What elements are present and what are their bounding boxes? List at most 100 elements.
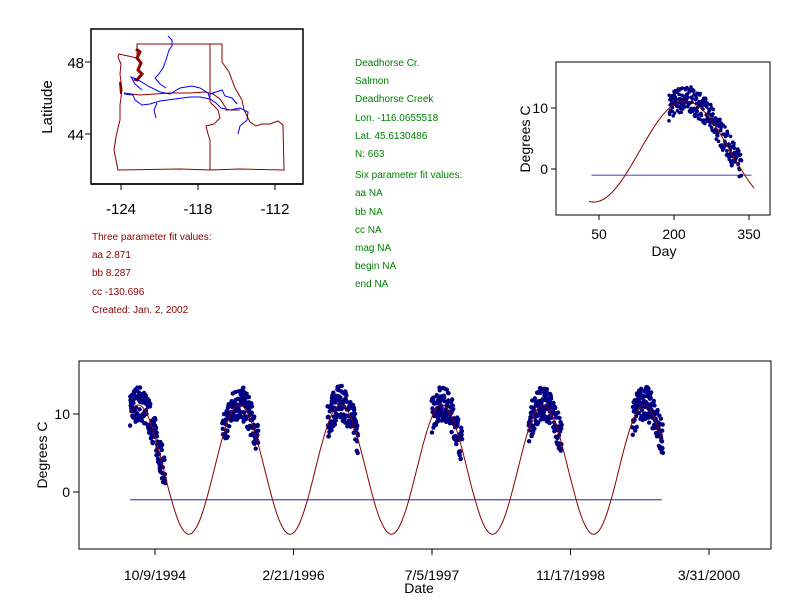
- timeseries-data-point: [531, 407, 536, 412]
- timeseries-data-point: [548, 396, 554, 401]
- annual-data-point: [738, 152, 743, 157]
- annual-data-point: [730, 162, 735, 167]
- timeseries-data-point: [137, 385, 143, 390]
- timeseries-data-point: [660, 428, 665, 433]
- annual-data-point: [699, 113, 704, 118]
- timeseries-x-tick-label: 3/31/2000: [678, 567, 740, 583]
- timeseries-data-point: [557, 415, 562, 421]
- annual-data-point: [690, 96, 695, 101]
- six-param-title: Six parameter fit values:: [355, 170, 463, 182]
- timeseries-data-point: [344, 393, 349, 398]
- timeseries-data-point: [652, 403, 657, 408]
- annual-data-point: [682, 102, 686, 106]
- timeseries-data-point: [648, 395, 653, 401]
- timeseries-y-tick-label: 0: [62, 484, 70, 500]
- annual-data-point: [680, 86, 685, 90]
- oregon-idaho-border: [205, 101, 221, 170]
- timeseries-data-point: [143, 393, 149, 398]
- timeseries-data-point: [252, 441, 257, 446]
- basin-name: Salmon: [355, 76, 389, 88]
- timeseries-data-point: [646, 386, 651, 392]
- annual-data-point: [685, 85, 689, 90]
- timeseries-y-label: Degrees C: [34, 422, 50, 489]
- timeseries-data-point: [555, 410, 561, 415]
- timeseries-data-point: [220, 426, 225, 432]
- annual-x-tick-label: 350: [737, 226, 761, 242]
- timeseries-data-point: [660, 450, 666, 455]
- timeseries-data-point: [449, 429, 454, 435]
- timeseries-data-point: [436, 418, 441, 423]
- annual-data-point: [739, 158, 744, 163]
- three-param-cc: cc -130.696: [92, 286, 145, 298]
- annual-data-point: [667, 118, 671, 123]
- timeseries-panel: 10/9/1994 2/21/1996 7/5/1997 11/17/1998 3/31…: [34, 360, 772, 596]
- annual-data-point: [702, 121, 707, 126]
- annual-data-point: [714, 117, 718, 121]
- timeseries-data-point: [225, 429, 230, 434]
- timeseries-data-point: [331, 414, 336, 419]
- timeseries-data-point: [148, 401, 153, 407]
- map-x-tick-label: -112: [261, 201, 290, 218]
- annual-data-point: [704, 105, 709, 109]
- three-param-title: Three parameter fit values:: [92, 232, 212, 243]
- timeseries-data-point: [547, 420, 552, 426]
- timeseries-data-point: [348, 399, 353, 405]
- timeseries-data-point: [332, 422, 338, 427]
- timeseries-data-point: [127, 423, 133, 428]
- timeseries-data-point: [131, 400, 136, 406]
- annual-data-point: [724, 149, 729, 153]
- annual-panel: 50 200 350 10 0 Day Degrees C: [517, 61, 771, 259]
- timeseries-data-point: [225, 434, 230, 439]
- coast-detail: [119, 81, 122, 95]
- timeseries-data-point: [544, 386, 550, 392]
- timeseries-data-point: [458, 456, 463, 461]
- annual-data-point: [689, 85, 693, 89]
- annual-data-point: [667, 93, 672, 98]
- six-param-mag: mag NA: [355, 243, 392, 255]
- site-info: Deadhorse Cr. Salmon Deadhorse Creek Lon…: [355, 55, 462, 295]
- timeseries-data-point: [450, 403, 455, 408]
- annual-data-point: [732, 146, 737, 150]
- map-ticks: -124 -118 -112 48 44: [67, 55, 289, 218]
- rivers: [123, 35, 249, 135]
- timeseries-data-point: [344, 399, 350, 405]
- annual-data-point: [732, 141, 736, 146]
- annual-data-point: [714, 137, 719, 141]
- timeseries-data-point: [226, 424, 232, 429]
- timeseries-data-point: [659, 439, 665, 444]
- timeseries-data-point: [339, 383, 344, 389]
- timeseries-data-point: [443, 408, 448, 414]
- timeseries-data-point: [246, 394, 252, 400]
- timeseries-data-point: [331, 390, 336, 395]
- timeseries-data-point: [459, 437, 465, 442]
- timeseries-data-point: [249, 404, 255, 409]
- timeseries-data-point: [648, 390, 654, 395]
- annual-data-point: [719, 125, 723, 130]
- annual-data-point: [667, 112, 672, 117]
- timeseries-data-point: [636, 410, 641, 416]
- timeseries-data-point: [431, 401, 437, 406]
- timeseries-data-point: [451, 406, 456, 412]
- timeseries-data-point: [532, 426, 537, 431]
- latitude: Lat. 45.6130486: [355, 130, 428, 142]
- timeseries-data-point: [244, 391, 249, 396]
- annual-x-tick-label: 50: [591, 226, 607, 242]
- timeseries-data-point: [355, 450, 360, 456]
- timeseries-data-point: [352, 411, 358, 417]
- timeseries-data-point: [454, 441, 459, 447]
- annual-y-label: Degrees C: [517, 106, 533, 173]
- timeseries-data-point: [630, 432, 635, 438]
- timeseries-data-point: [255, 422, 260, 428]
- annual-data-point: [693, 114, 698, 119]
- timeseries-data-point: [256, 428, 261, 433]
- columbia-border: [123, 91, 240, 111]
- annual-frame: [555, 61, 771, 216]
- annual-y-tick-label: 0: [540, 161, 548, 177]
- columbia-river: [123, 93, 249, 135]
- annual-data-point: [679, 110, 684, 114]
- timeseries-data-point: [236, 407, 242, 413]
- timeseries-data-point: [439, 404, 444, 410]
- annual-x-label: Day: [652, 243, 677, 259]
- timeseries-data-point: [532, 396, 538, 401]
- timeseries-data-point: [137, 407, 142, 412]
